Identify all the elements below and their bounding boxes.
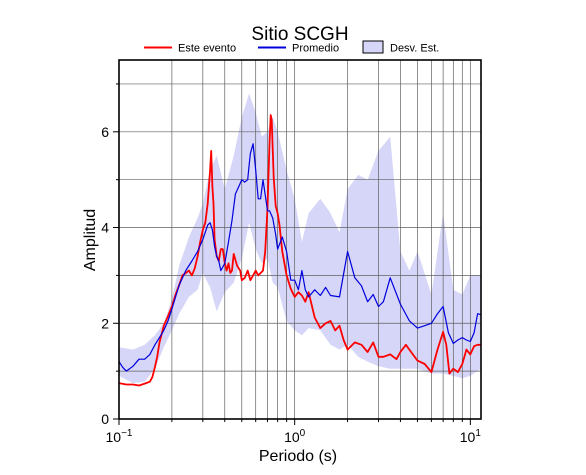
y-tick-label: 2 [101, 315, 109, 331]
legend-swatch-desv-est [362, 40, 384, 54]
x-tick-label: 10−1 [106, 428, 133, 445]
y-tick-label: 0 [101, 411, 109, 427]
grid-lines [118, 60, 481, 419]
legend-label-este-evento: Este evento [178, 43, 236, 55]
std-dev-band [119, 93, 481, 384]
legend-label-promedio: Promedio [292, 43, 339, 55]
plot-area: 0 2 4 6 10−1 100 101 [101, 59, 482, 445]
legend-label-desv-est: Desv. Est. [390, 43, 439, 55]
series-line-promedio [118, 143, 482, 372]
plot-frame [118, 59, 482, 420]
legend: Este evento Promedio Desv. Est. [144, 40, 439, 55]
chart-title: Sitio SCGH [251, 24, 348, 45]
y-tick-label: 6 [101, 124, 109, 140]
x-axis-label: Periodo (s) [259, 448, 337, 465]
x-axis-ticks: 10−1 100 101 [106, 419, 482, 445]
y-tick-label: 4 [101, 220, 109, 236]
y-axis-label: Amplitud [82, 209, 99, 271]
y-axis-ticks: 0 2 4 6 [101, 83, 119, 427]
x-tick-label: 100 [284, 428, 306, 445]
x-tick-label: 101 [460, 428, 482, 445]
